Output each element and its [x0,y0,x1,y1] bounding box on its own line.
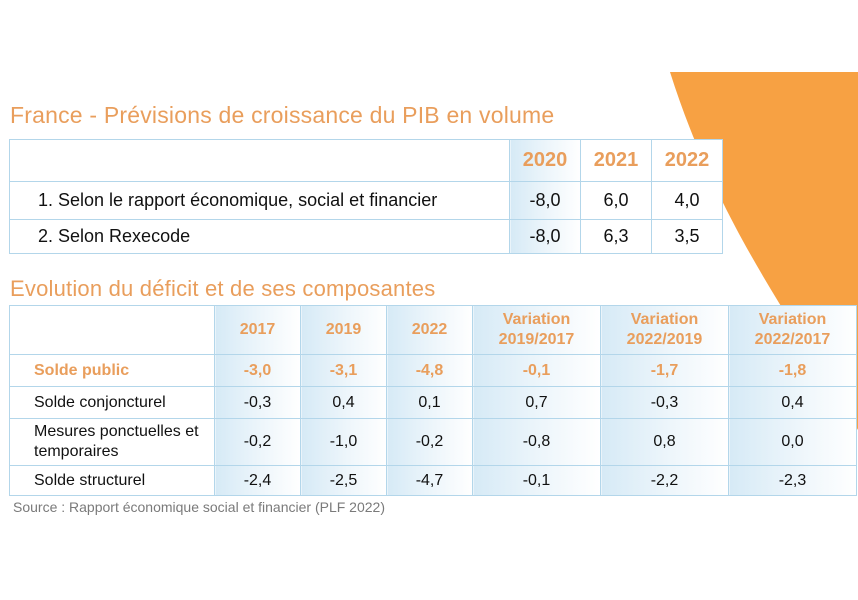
table-cell: -1,7 [600,354,729,387]
column-header: 2022 [651,139,723,182]
column-header: Variation 2022/2017 [728,305,857,355]
table-row: Mesures ponctuelles et temporaires -0,2 … [9,418,857,466]
table-cell: 0,7 [472,386,601,419]
column-header: Variation 2022/2019 [600,305,729,355]
table-cell: 6,3 [580,219,652,254]
row-label: Solde structurel [9,465,215,496]
table-cell: -0,2 [386,418,473,466]
table-cell: -4,7 [386,465,473,496]
table-cell: -2,3 [728,465,857,496]
table-cell: -0,3 [214,386,301,419]
table-row: Solde public -3,0 -3,1 -4,8 -0,1 -1,7 -1… [9,354,857,387]
column-header: 2021 [580,139,652,182]
table-cell: 6,0 [580,181,652,220]
table-cell: -1,0 [300,418,387,466]
column-header: 2022 [386,305,473,355]
gdp-forecast-table: 2020 2021 2022 1. Selon le rapport écono… [9,139,723,254]
deficit-table: 2017 2019 2022 Variation 2019/2017 Varia… [9,305,857,496]
table-cell: 0,4 [728,386,857,419]
table-row: Solde structurel -2,4 -2,5 -4,7 -0,1 -2,… [9,465,857,496]
table-cell: 4,0 [651,181,723,220]
table-cell: -0,1 [472,354,601,387]
table-cell: -2,2 [600,465,729,496]
table-cell: -0,2 [214,418,301,466]
table1-title: France - Prévisions de croissance du PIB… [10,102,555,128]
table-cell: -8,0 [509,219,581,254]
table-cell: -4,8 [386,354,473,387]
column-header: 2017 [214,305,301,355]
table-row: 2. Selon Rexecode -8,0 6,3 3,5 [9,219,723,254]
table-cell: 0,4 [300,386,387,419]
row-label: 2. Selon Rexecode [9,219,510,254]
table-cell: 0,1 [386,386,473,419]
table-cell: 0,8 [600,418,729,466]
table-cell: -3,1 [300,354,387,387]
column-header: Variation 2019/2017 [472,305,601,355]
table-cell: -1,8 [728,354,857,387]
table-cell: 0,0 [728,418,857,466]
table2-title: Evolution du déficit et de ses composant… [10,276,436,301]
column-header: 2020 [509,139,581,182]
table-cell: -0,8 [472,418,601,466]
header-empty-cell [9,139,510,182]
source-note: Source : Rapport économique social et fi… [13,499,385,515]
table-cell: -2,4 [214,465,301,496]
table-row: Solde conjoncturel -0,3 0,4 0,1 0,7 -0,3… [9,386,857,419]
table-row: 1. Selon le rapport économique, social e… [9,181,723,220]
row-label: Solde conjoncturel [9,386,215,419]
table-cell: -0,1 [472,465,601,496]
row-label: Mesures ponctuelles et temporaires [9,418,215,466]
table-header-row: 2017 2019 2022 Variation 2019/2017 Varia… [9,305,857,355]
header-empty-cell [9,305,215,355]
table-cell: -8,0 [509,181,581,220]
table-cell: -2,5 [300,465,387,496]
table-cell: 3,5 [651,219,723,254]
row-label: 1. Selon le rapport économique, social e… [9,181,510,220]
column-header: 2019 [300,305,387,355]
table-cell: -0,3 [600,386,729,419]
row-label: Solde public [9,354,215,387]
table-cell: -3,0 [214,354,301,387]
table-header-row: 2020 2021 2022 [9,139,723,182]
